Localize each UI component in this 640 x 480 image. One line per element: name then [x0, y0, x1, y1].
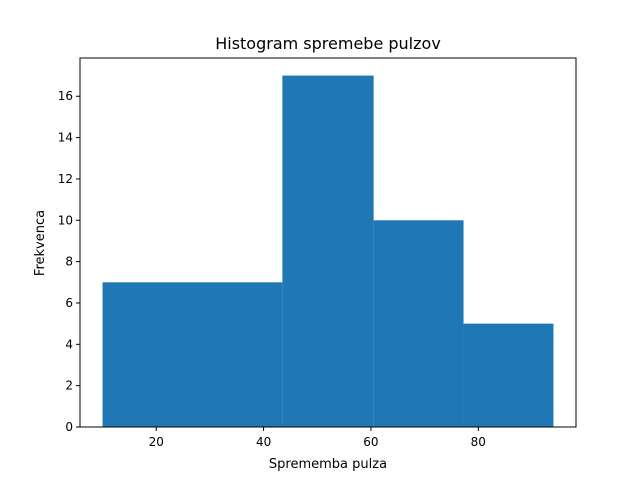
plot-frame — [79, 57, 577, 428]
chart-title: Histogram spremebe pulzov — [215, 34, 441, 53]
x-axis-label: Sprememba pulza — [269, 457, 387, 472]
x-tick-label: 20 — [149, 435, 164, 449]
y-tick-label: 4 — [65, 337, 73, 351]
x-axis-ticks: 20 40 60 80 — [149, 427, 486, 449]
y-tick-label: 0 — [65, 420, 73, 434]
y-tick-label: 16 — [58, 89, 73, 103]
histogram-bar-4 — [463, 323, 554, 427]
y-tick-label: 2 — [65, 379, 73, 393]
histogram-bar-2 — [282, 75, 374, 428]
x-tick-label: 80 — [471, 435, 486, 449]
y-tick-label: 8 — [65, 255, 73, 269]
y-tick-label: 10 — [58, 213, 73, 227]
y-axis-label: Frekvenca — [33, 210, 48, 276]
y-tick-label: 6 — [65, 296, 73, 310]
y-tick-label: 12 — [58, 172, 73, 186]
histogram-bar-1 — [102, 282, 283, 427]
y-tick-label: 14 — [58, 131, 73, 145]
bars-group — [102, 75, 554, 428]
x-tick-label: 60 — [363, 435, 378, 449]
x-tick-label: 40 — [256, 435, 271, 449]
histogram-bar-3 — [373, 220, 464, 427]
y-axis-ticks: 0 2 4 6 8 10 12 14 16 — [58, 89, 80, 434]
